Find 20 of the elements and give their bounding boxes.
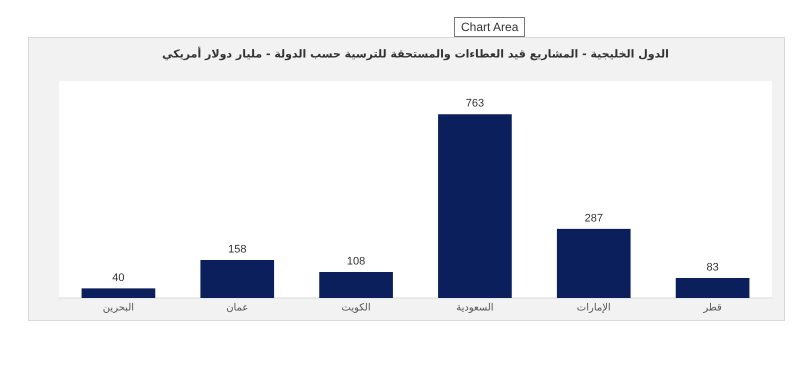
data-label: 158 xyxy=(228,243,246,256)
bar xyxy=(319,272,393,298)
x-tick-label: الإمارات xyxy=(576,302,611,314)
data-label: 763 xyxy=(466,98,484,110)
x-tick-label: البحرين xyxy=(102,302,134,314)
x-tick-label: قطر xyxy=(702,302,722,314)
x-tick-label: السعودية xyxy=(456,302,494,314)
text: Chart Area xyxy=(454,17,526,37)
bar xyxy=(676,278,750,298)
x-tick-label: الكويت xyxy=(342,302,371,314)
data-label: 287 xyxy=(584,212,603,224)
chart-title: الدول الخليجية - المشاريع قيد العطاءات والمستحقة للترسية حسب الدولة - مليار دولار أمريكي xyxy=(162,46,669,60)
bar xyxy=(200,260,274,298)
data-label: 83 xyxy=(706,262,719,274)
bar xyxy=(556,228,631,298)
data-label: 40 xyxy=(112,272,125,284)
data-label: 108 xyxy=(346,256,366,268)
bar xyxy=(438,114,512,298)
x-tick-label: عمان xyxy=(226,302,248,314)
bar xyxy=(82,288,156,298)
